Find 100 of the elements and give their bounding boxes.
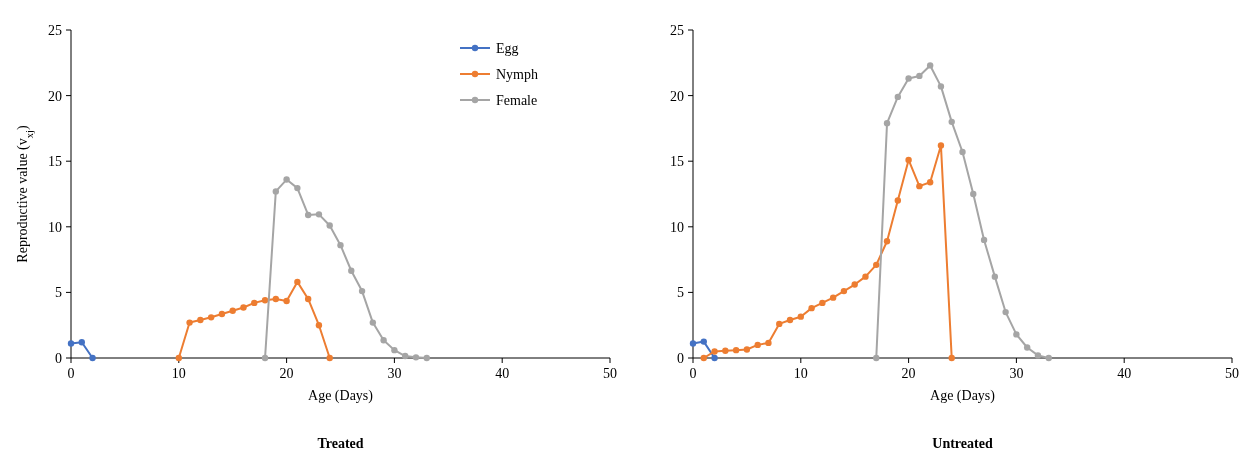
point <box>1034 352 1042 359</box>
point <box>808 304 815 312</box>
point <box>916 72 923 80</box>
point <box>67 340 75 347</box>
point <box>369 319 377 326</box>
point <box>272 295 280 303</box>
y-tick-label: 15 <box>48 154 62 170</box>
point <box>89 354 96 362</box>
point <box>959 148 966 156</box>
point <box>829 294 837 301</box>
point <box>883 119 891 127</box>
point <box>905 75 912 82</box>
point <box>689 340 697 347</box>
x-tick-label: 20 <box>279 366 294 381</box>
x-tick-label: 0 <box>689 366 697 381</box>
point <box>991 273 999 280</box>
x-tick-label: 30 <box>387 366 402 381</box>
point <box>391 346 398 354</box>
y-tick-label: 5 <box>55 285 62 301</box>
point <box>700 338 707 345</box>
y-tick-label: 10 <box>48 219 62 235</box>
point <box>711 348 718 355</box>
point <box>722 347 729 354</box>
point <box>207 314 215 321</box>
point <box>980 236 988 244</box>
point <box>819 299 826 307</box>
point <box>240 304 247 311</box>
point <box>294 278 301 286</box>
point <box>916 182 923 190</box>
legend-label: Egg <box>496 40 519 56</box>
point <box>840 287 848 295</box>
text: Treated <box>317 436 364 451</box>
point <box>229 307 236 314</box>
point <box>937 142 945 149</box>
point <box>315 322 323 329</box>
point <box>412 354 420 361</box>
legend-label: Female <box>496 92 538 108</box>
point <box>970 190 977 198</box>
point <box>926 178 934 186</box>
point <box>218 310 226 318</box>
point <box>423 354 430 362</box>
y-tick-label: 0 <box>55 350 62 366</box>
point <box>186 319 193 326</box>
y-tick-label: 25 <box>48 22 62 38</box>
y-tick-label: 10 <box>670 219 684 235</box>
point <box>283 176 290 183</box>
point <box>78 339 85 346</box>
point <box>326 354 333 362</box>
point <box>873 261 880 269</box>
y-tick-label: 0 <box>677 350 684 366</box>
point <box>197 316 204 324</box>
point <box>894 93 902 101</box>
x-tick-label: 20 <box>901 366 916 381</box>
point <box>765 339 772 347</box>
point <box>851 281 858 288</box>
x-tick-label: 40 <box>495 366 510 381</box>
y-tick-label: 20 <box>670 88 684 104</box>
point <box>797 313 804 320</box>
point <box>894 197 902 204</box>
x-axis-title: Age (Days) <box>930 388 996 404</box>
point <box>380 337 387 344</box>
point <box>937 83 945 90</box>
point <box>1002 308 1009 316</box>
legend-label: Nymph <box>496 66 538 82</box>
point <box>294 184 301 192</box>
point <box>700 354 707 362</box>
point <box>358 287 366 295</box>
y-tick-label: 15 <box>670 154 684 170</box>
x-tick-label: 40 <box>1117 366 1132 381</box>
point <box>261 354 269 362</box>
point <box>272 188 280 195</box>
point <box>304 211 312 219</box>
point <box>348 267 355 274</box>
point <box>283 297 290 305</box>
point <box>401 352 409 360</box>
y-tick-label: 20 <box>48 88 62 104</box>
point <box>948 354 955 362</box>
y-tick-label: 25 <box>670 22 684 38</box>
x-tick-label: 50 <box>603 366 617 381</box>
y-tick-label: 5 <box>677 285 684 301</box>
x-tick-label: 50 <box>1225 366 1239 381</box>
x-tick-label: 10 <box>171 366 186 381</box>
point <box>732 346 740 354</box>
point <box>862 273 869 280</box>
x-tick-label: 0 <box>67 366 75 381</box>
point <box>926 62 934 69</box>
point <box>786 316 794 324</box>
point <box>905 156 912 164</box>
point <box>776 320 783 328</box>
x-axis-title: Age (Days) <box>308 388 374 404</box>
point <box>304 295 312 303</box>
point <box>711 354 718 362</box>
x-tick-label: 10 <box>793 366 808 381</box>
point <box>883 238 891 245</box>
text: Untreated <box>932 436 993 451</box>
point <box>251 299 258 307</box>
point <box>1023 344 1031 351</box>
point <box>326 222 333 229</box>
point <box>261 297 269 304</box>
point <box>873 354 880 362</box>
